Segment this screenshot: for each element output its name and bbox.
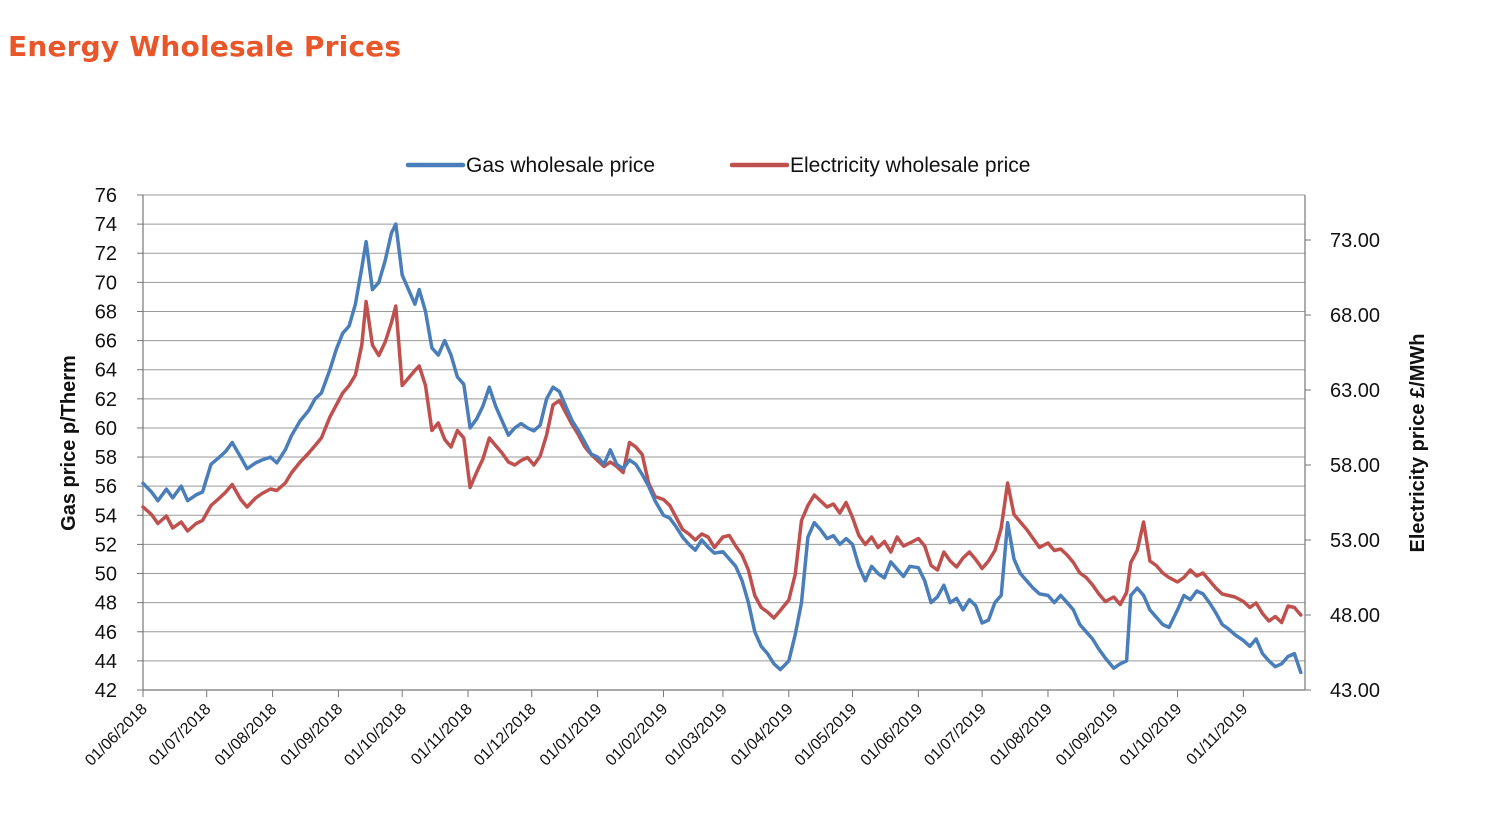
axes — [142, 195, 1306, 691]
left-tick-label: 54 — [95, 505, 117, 527]
grid — [143, 194, 1305, 691]
legend-item-gas: Gas wholesale price — [405, 154, 655, 177]
left-tick-label: 72 — [95, 243, 117, 265]
chart-background — [35, 150, 1465, 800]
left-tick-label: 68 — [95, 301, 117, 323]
left-tick-label: 58 — [95, 447, 117, 469]
left-axis-title: Gas price p/Therm — [58, 355, 80, 531]
left-tick-label: 74 — [95, 214, 117, 236]
left-tick-label: 44 — [95, 651, 117, 673]
series-layer — [141, 222, 1303, 675]
right-tick-label: 73.00 — [1330, 230, 1380, 252]
right-tick-label: 53.00 — [1330, 530, 1380, 552]
legend-label: Gas wholesale price — [466, 154, 655, 177]
left-tick-label: 48 — [95, 593, 117, 615]
right-tick-label: 63.00 — [1330, 380, 1380, 402]
left-tick-label: 60 — [95, 418, 117, 440]
right-axis-title: Electricity price £/MWh — [1407, 334, 1429, 553]
right-tick-label: 48.00 — [1330, 605, 1380, 627]
right-tick-label: 68.00 — [1330, 305, 1380, 327]
legend-label: Electricity wholesale price — [790, 154, 1030, 177]
gas-series-line — [141, 222, 1303, 675]
left-tick-label: 76 — [95, 185, 117, 207]
left-tick-label: 66 — [95, 331, 117, 353]
left-axis-ticks: 42 44 46 48 50 52 54 56 58 60 62 64 66 68 70 72 74 76 — [95, 185, 143, 702]
left-tick-label: 70 — [95, 272, 117, 294]
right-tick-label: 58.00 — [1330, 455, 1380, 477]
left-tick-label: 62 — [95, 389, 117, 411]
left-tick-label: 52 — [95, 534, 117, 556]
left-tick-label: 46 — [95, 622, 117, 644]
left-tick-label: 56 — [95, 476, 117, 498]
electricity-series-line — [141, 299, 1303, 625]
legend-item-electricity: Electricity wholesale price — [729, 154, 1030, 177]
page-title: Energy Wholesale Prices — [8, 30, 402, 63]
left-tick-label: 42 — [95, 680, 117, 702]
right-axis-ticks: 43.00 48.00 53.00 58.00 63.00 68.00 73.00 — [1305, 230, 1380, 702]
left-tick-label: 64 — [95, 360, 117, 382]
right-tick-label: 43.00 — [1330, 680, 1380, 702]
legend: Gas wholesale price Electricity wholesale… — [405, 154, 1030, 177]
left-tick-label: 50 — [95, 564, 117, 586]
